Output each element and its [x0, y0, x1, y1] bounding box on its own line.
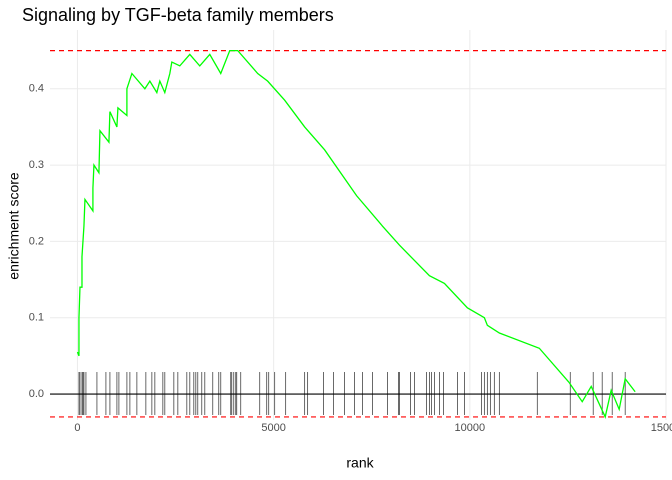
x-axis-label: rank: [346, 455, 374, 471]
y-tick-label: 0.1: [29, 312, 44, 324]
y-tick-label: 0.0: [29, 388, 44, 400]
y-tick-label: 0.3: [29, 159, 44, 171]
x-tick-label: 15000: [651, 422, 672, 434]
x-tick-label: 0: [74, 422, 80, 434]
y-tick-label: 0.2: [29, 235, 44, 247]
es-line: [76, 49, 636, 419]
chart-title: Signaling by TGF-beta family members: [22, 5, 334, 25]
x-tick-label: 10000: [455, 422, 486, 434]
y-axis-label: enrichment score: [6, 172, 22, 280]
y-tick-label: 0.4: [29, 83, 44, 95]
x-tick-label: 5000: [261, 422, 285, 434]
